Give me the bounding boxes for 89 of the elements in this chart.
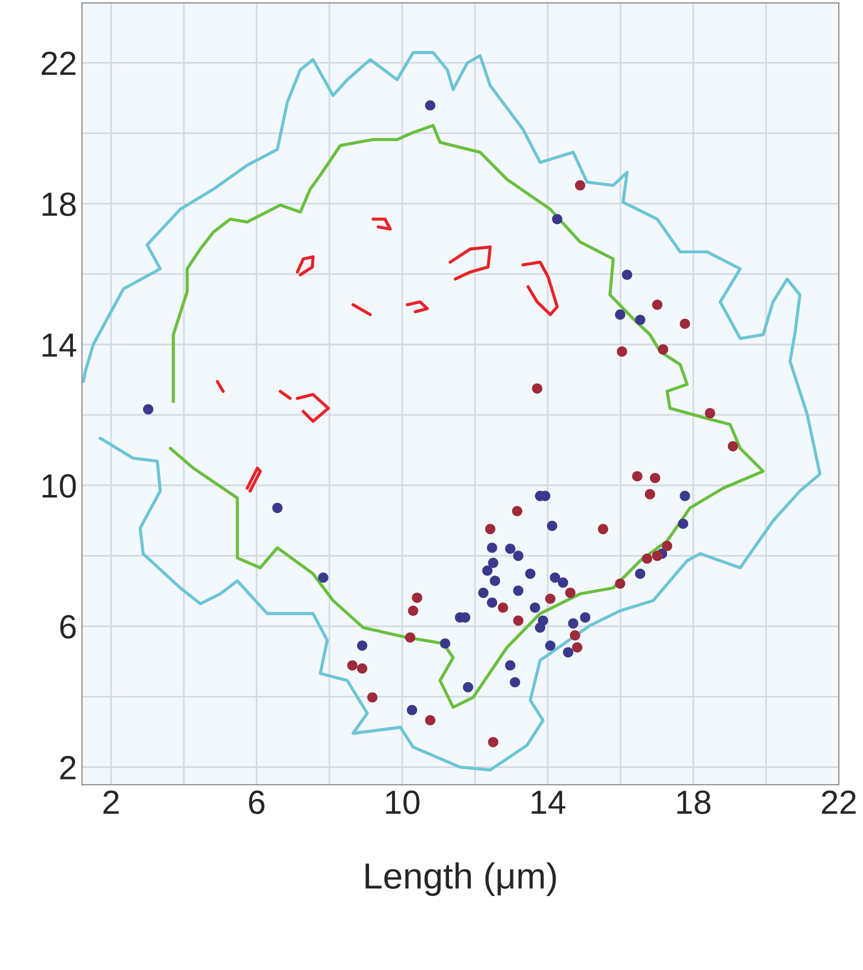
point bbox=[635, 314, 646, 326]
point bbox=[550, 572, 560, 583]
point bbox=[513, 550, 524, 561]
point bbox=[552, 214, 562, 224]
x-tick-label: 10 bbox=[386, 790, 420, 814]
line-series bbox=[521, 260, 559, 316]
point bbox=[545, 594, 556, 604]
point bbox=[570, 630, 580, 641]
point bbox=[512, 506, 522, 516]
point bbox=[318, 572, 328, 583]
point bbox=[405, 632, 416, 643]
point bbox=[658, 344, 668, 355]
point bbox=[490, 576, 500, 586]
point bbox=[485, 524, 496, 534]
line-series bbox=[246, 466, 262, 493]
line-series bbox=[406, 300, 429, 314]
y-tick-label: 14 bbox=[42, 334, 76, 357]
point bbox=[650, 472, 660, 484]
point bbox=[534, 622, 546, 633]
x-tick-label: 6 bbox=[249, 790, 264, 814]
point bbox=[558, 577, 568, 588]
x-tick-label: 22 bbox=[822, 790, 856, 814]
point bbox=[574, 180, 586, 190]
point bbox=[488, 558, 498, 568]
point bbox=[572, 642, 582, 653]
point bbox=[513, 586, 524, 596]
y-tick-label: 22 bbox=[42, 52, 76, 75]
point bbox=[704, 408, 716, 418]
x-tick-label: 2 bbox=[104, 790, 119, 814]
point bbox=[616, 346, 628, 357]
point bbox=[406, 704, 418, 716]
y-tick-label: 6 bbox=[60, 615, 76, 639]
point bbox=[565, 588, 576, 598]
y-tick-label: 10 bbox=[42, 474, 76, 498]
point bbox=[272, 502, 283, 514]
y-tick-label: 2 bbox=[60, 756, 76, 780]
point bbox=[562, 647, 574, 658]
point bbox=[510, 677, 520, 688]
point bbox=[580, 612, 590, 623]
x-tick-label: 14 bbox=[532, 790, 566, 814]
point bbox=[680, 490, 690, 502]
point bbox=[440, 638, 450, 649]
point bbox=[425, 100, 436, 111]
point bbox=[635, 568, 646, 579]
point bbox=[486, 598, 498, 608]
point bbox=[546, 520, 558, 532]
point bbox=[482, 565, 492, 576]
point bbox=[488, 736, 498, 748]
point bbox=[532, 383, 542, 394]
point bbox=[347, 660, 358, 670]
point bbox=[568, 618, 578, 629]
point bbox=[642, 553, 652, 564]
point bbox=[728, 441, 738, 452]
point bbox=[615, 578, 626, 589]
point bbox=[486, 542, 498, 553]
point bbox=[530, 602, 540, 613]
point bbox=[622, 270, 632, 280]
point bbox=[498, 602, 508, 613]
point bbox=[525, 568, 536, 579]
point bbox=[662, 540, 672, 552]
point bbox=[652, 300, 662, 310]
point bbox=[143, 404, 154, 414]
line-series bbox=[296, 392, 330, 423]
point bbox=[357, 663, 368, 674]
point bbox=[425, 715, 436, 726]
point bbox=[412, 592, 422, 603]
line-series bbox=[168, 124, 765, 709]
point bbox=[478, 588, 488, 598]
point bbox=[644, 489, 656, 500]
point bbox=[545, 640, 556, 651]
point bbox=[598, 524, 608, 534]
x-axis-title: Length (μm) bbox=[366, 862, 556, 896]
point bbox=[505, 544, 516, 554]
point bbox=[408, 606, 418, 616]
point bbox=[680, 318, 690, 329]
y-tick-label: 18 bbox=[42, 192, 76, 216]
line-series bbox=[296, 255, 315, 276]
point bbox=[462, 682, 474, 692]
point bbox=[678, 518, 688, 529]
point bbox=[513, 615, 524, 626]
point bbox=[367, 692, 378, 703]
point bbox=[357, 640, 368, 651]
line-series bbox=[448, 245, 492, 281]
point bbox=[652, 550, 662, 561]
point bbox=[615, 309, 626, 320]
point bbox=[632, 471, 642, 482]
point bbox=[505, 660, 516, 670]
line-series bbox=[82, 51, 822, 772]
x-tick-label: 18 bbox=[677, 790, 710, 814]
